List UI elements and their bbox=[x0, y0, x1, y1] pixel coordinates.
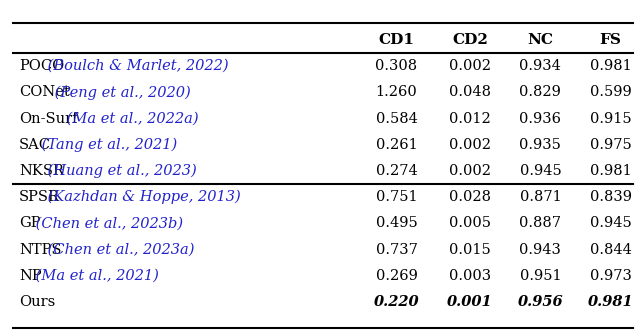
Text: On-Surf: On-Surf bbox=[19, 112, 77, 126]
Text: (Kazhdan & Hoppe, 2013): (Kazhdan & Hoppe, 2013) bbox=[44, 190, 241, 204]
Text: (Peng et al., 2020): (Peng et al., 2020) bbox=[49, 85, 190, 99]
Text: 0.945: 0.945 bbox=[590, 216, 632, 230]
Text: 0.269: 0.269 bbox=[376, 269, 417, 283]
Text: 0.001: 0.001 bbox=[447, 295, 493, 309]
Text: 0.839: 0.839 bbox=[589, 190, 632, 204]
Text: 0.003: 0.003 bbox=[449, 269, 491, 283]
Text: (Chen et al., 2023a): (Chen et al., 2023a) bbox=[44, 243, 195, 257]
Text: (Ma et al., 2021): (Ma et al., 2021) bbox=[31, 269, 159, 283]
Text: CONet: CONet bbox=[19, 85, 70, 99]
Text: 0.844: 0.844 bbox=[590, 243, 632, 257]
Text: NC: NC bbox=[527, 33, 554, 47]
Text: 0.829: 0.829 bbox=[520, 85, 561, 99]
Text: 0.751: 0.751 bbox=[376, 190, 417, 204]
Text: 1.260: 1.260 bbox=[376, 85, 417, 99]
Text: 0.935: 0.935 bbox=[520, 138, 561, 152]
Text: 0.956: 0.956 bbox=[518, 295, 563, 309]
Text: SPSR: SPSR bbox=[19, 190, 60, 204]
Text: FS: FS bbox=[600, 33, 621, 47]
Text: 0.584: 0.584 bbox=[376, 112, 417, 126]
Text: 0.915: 0.915 bbox=[590, 112, 632, 126]
Text: 0.002: 0.002 bbox=[449, 138, 491, 152]
Text: 0.002: 0.002 bbox=[449, 164, 491, 178]
Text: 0.975: 0.975 bbox=[590, 138, 632, 152]
Text: 0.495: 0.495 bbox=[376, 216, 417, 230]
Text: 0.261: 0.261 bbox=[376, 138, 417, 152]
Text: 0.973: 0.973 bbox=[590, 269, 632, 283]
Text: 0.871: 0.871 bbox=[520, 190, 561, 204]
Text: 0.002: 0.002 bbox=[449, 59, 491, 73]
Text: 0.737: 0.737 bbox=[376, 243, 417, 257]
Text: CD2: CD2 bbox=[452, 33, 488, 47]
Text: CD1: CD1 bbox=[378, 33, 415, 47]
Text: 0.308: 0.308 bbox=[376, 59, 417, 73]
Text: POCO: POCO bbox=[19, 59, 65, 73]
Text: (Huang et al., 2023): (Huang et al., 2023) bbox=[44, 164, 197, 178]
Text: (Chen et al., 2023b): (Chen et al., 2023b) bbox=[31, 216, 184, 230]
Text: (Tang et al., 2021): (Tang et al., 2021) bbox=[37, 138, 178, 152]
Text: 0.943: 0.943 bbox=[520, 243, 561, 257]
Text: 0.012: 0.012 bbox=[449, 112, 491, 126]
Text: 0.936: 0.936 bbox=[520, 112, 561, 126]
Text: 0.887: 0.887 bbox=[520, 216, 561, 230]
Text: Ours: Ours bbox=[19, 295, 56, 309]
Text: 0.599: 0.599 bbox=[590, 85, 632, 99]
Text: 0.048: 0.048 bbox=[449, 85, 491, 99]
Text: 0.981: 0.981 bbox=[588, 295, 634, 309]
Text: (Boulch & Marlet, 2022): (Boulch & Marlet, 2022) bbox=[44, 59, 229, 73]
Text: (Ma et al., 2022a): (Ma et al., 2022a) bbox=[61, 112, 198, 126]
Text: 0.981: 0.981 bbox=[590, 59, 632, 73]
Text: GP: GP bbox=[19, 216, 41, 230]
Text: SAC: SAC bbox=[19, 138, 51, 152]
Text: 0.005: 0.005 bbox=[449, 216, 491, 230]
Text: 0.981: 0.981 bbox=[590, 164, 632, 178]
Text: 0.951: 0.951 bbox=[520, 269, 561, 283]
Text: 0.934: 0.934 bbox=[520, 59, 561, 73]
Text: 0.015: 0.015 bbox=[449, 243, 491, 257]
Text: NP: NP bbox=[19, 269, 42, 283]
Text: 0.274: 0.274 bbox=[376, 164, 417, 178]
Text: 0.220: 0.220 bbox=[374, 295, 419, 309]
Text: NTPS: NTPS bbox=[19, 243, 61, 257]
Text: 0.945: 0.945 bbox=[520, 164, 561, 178]
Text: NKSR: NKSR bbox=[19, 164, 64, 178]
Text: 0.028: 0.028 bbox=[449, 190, 491, 204]
